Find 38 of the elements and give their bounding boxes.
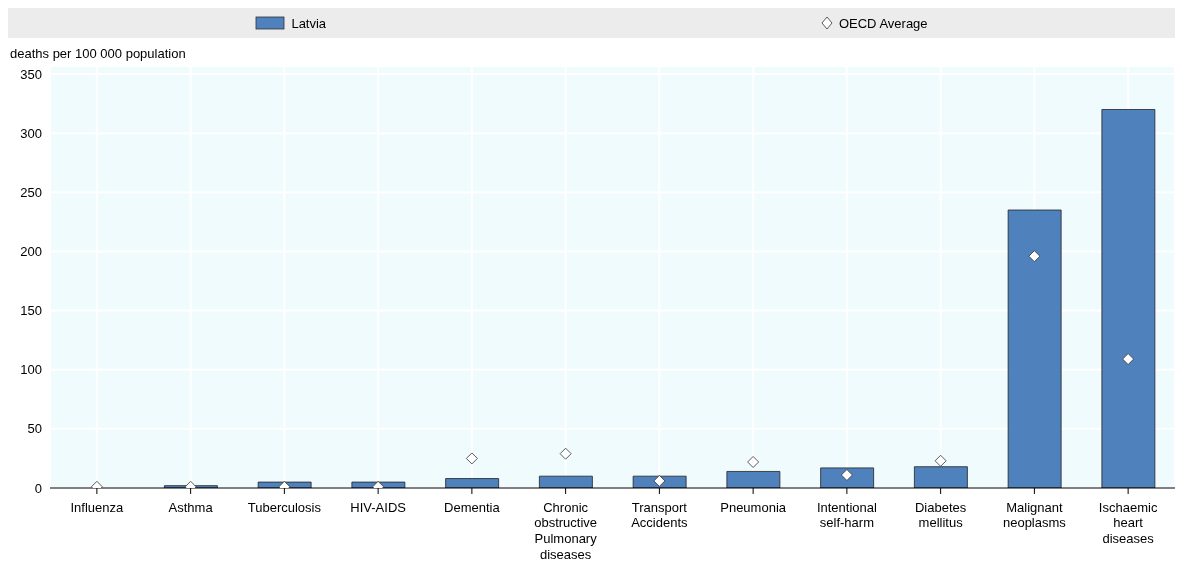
point — [934, 454, 947, 467]
x-tick-label: Tuberculosis — [247, 499, 322, 515]
x-tick-label: Malignant neoplasms — [1002, 499, 1067, 531]
y-tick-label: 0 — [34, 480, 42, 496]
point — [747, 456, 760, 468]
point — [653, 475, 666, 487]
bar — [538, 475, 593, 488]
x-tick-label: Ischaemic heart diseases — [1098, 499, 1158, 546]
bar — [820, 467, 875, 488]
y-axis-title: deaths per 100 000 population — [10, 46, 186, 61]
bar — [726, 471, 781, 488]
x-tick-label: Transport Accidents — [631, 499, 689, 531]
x-tick-label: Influenza — [70, 499, 125, 515]
y-tick-label: 100 — [20, 362, 42, 378]
bar — [913, 466, 968, 488]
point — [840, 469, 853, 481]
x-tick-label: Diabetes mellitus — [914, 499, 967, 531]
x-tick-label: Asthma — [168, 499, 214, 515]
point — [465, 452, 478, 465]
legend-label: Latvia — [290, 15, 327, 31]
y-tick-label: 350 — [20, 66, 42, 82]
bar — [445, 478, 500, 488]
y-tick-label: 250 — [20, 184, 42, 200]
y-tick-label: 200 — [20, 244, 42, 260]
x-tick-label: HIV-AIDS — [350, 499, 407, 515]
y-tick-label: 50 — [27, 421, 42, 437]
legend-label: OECD Average — [837, 15, 928, 31]
y-tick-label: 300 — [20, 125, 42, 141]
x-tick-label: Chronic obstructive Pulmonary diseases — [534, 499, 598, 562]
point — [559, 447, 572, 460]
bar — [1007, 209, 1062, 488]
y-tick-label: 150 — [20, 303, 42, 319]
bar — [1101, 109, 1156, 488]
point — [1122, 353, 1135, 365]
x-tick-label: Dementia — [444, 499, 501, 515]
x-tick-label: Pneumonia — [720, 499, 787, 515]
x-tick-label: Intentional self-harm — [816, 499, 877, 531]
point — [1028, 250, 1041, 263]
